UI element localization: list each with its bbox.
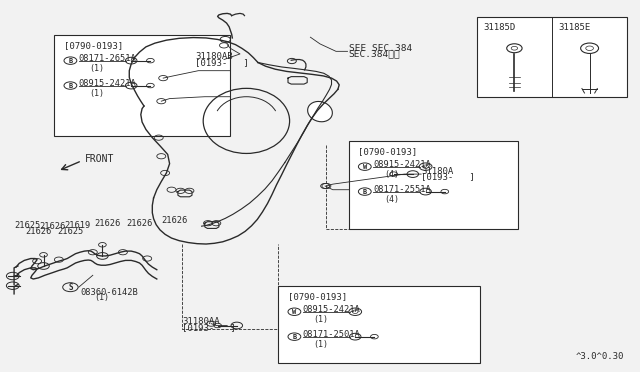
- Bar: [349, 141, 518, 229]
- Text: FRONT: FRONT: [84, 154, 114, 164]
- Text: ^3.0^0.30: ^3.0^0.30: [575, 352, 624, 361]
- Text: (4): (4): [384, 195, 399, 204]
- Text: 21626: 21626: [127, 219, 153, 228]
- Text: 21625: 21625: [58, 227, 84, 236]
- Text: [0790-0193]: [0790-0193]: [64, 41, 123, 50]
- Text: B: B: [68, 58, 72, 64]
- Text: B: B: [363, 189, 367, 195]
- Text: [0193-   ]: [0193- ]: [182, 324, 236, 333]
- Text: 21625: 21625: [14, 221, 40, 230]
- Ellipse shape: [308, 102, 332, 122]
- Text: 31185E: 31185E: [559, 23, 591, 32]
- Bar: [54, 35, 230, 136]
- Text: 08915-2421A: 08915-2421A: [303, 305, 360, 314]
- Text: 08171-2651A: 08171-2651A: [79, 54, 136, 63]
- Text: (4): (4): [384, 170, 399, 179]
- Text: 31180AB: 31180AB: [195, 52, 233, 61]
- Text: 31180AA: 31180AA: [182, 317, 220, 326]
- Text: B: B: [292, 334, 296, 340]
- Text: 21619: 21619: [64, 221, 90, 230]
- Text: (1): (1): [95, 293, 109, 302]
- Text: 31180A: 31180A: [421, 167, 453, 176]
- Text: [0790-0193]: [0790-0193]: [288, 292, 347, 301]
- Text: W: W: [292, 309, 296, 315]
- Text: 08915-2421A: 08915-2421A: [373, 160, 431, 169]
- Text: (1): (1): [90, 64, 104, 73]
- Bar: [278, 286, 480, 363]
- Text: (1): (1): [314, 340, 328, 349]
- Text: [0790-0193]: [0790-0193]: [358, 147, 417, 156]
- Text: (1): (1): [314, 315, 328, 324]
- Text: W: W: [363, 164, 367, 170]
- Text: 08360-6142B: 08360-6142B: [80, 288, 138, 296]
- Text: 21626: 21626: [95, 219, 121, 228]
- Text: 31185D: 31185D: [483, 23, 515, 32]
- Text: B: B: [68, 83, 72, 89]
- Text: [0193-   ]: [0193- ]: [421, 173, 475, 182]
- Text: S: S: [68, 283, 73, 292]
- Text: 08915-2421A: 08915-2421A: [79, 79, 136, 88]
- Text: 21626: 21626: [26, 227, 52, 236]
- Text: (1): (1): [90, 89, 104, 98]
- Text: 21626: 21626: [161, 217, 188, 225]
- Text: 08171-2551A: 08171-2551A: [373, 185, 431, 194]
- Bar: [477, 17, 627, 97]
- Text: [0193-   ]: [0193- ]: [195, 58, 249, 67]
- Text: SEE SEC.384: SEE SEC.384: [349, 44, 412, 53]
- Text: 08171-2501A: 08171-2501A: [303, 330, 360, 339]
- Text: 21626: 21626: [40, 222, 66, 231]
- Text: SEC.384参照: SEC.384参照: [349, 49, 401, 58]
